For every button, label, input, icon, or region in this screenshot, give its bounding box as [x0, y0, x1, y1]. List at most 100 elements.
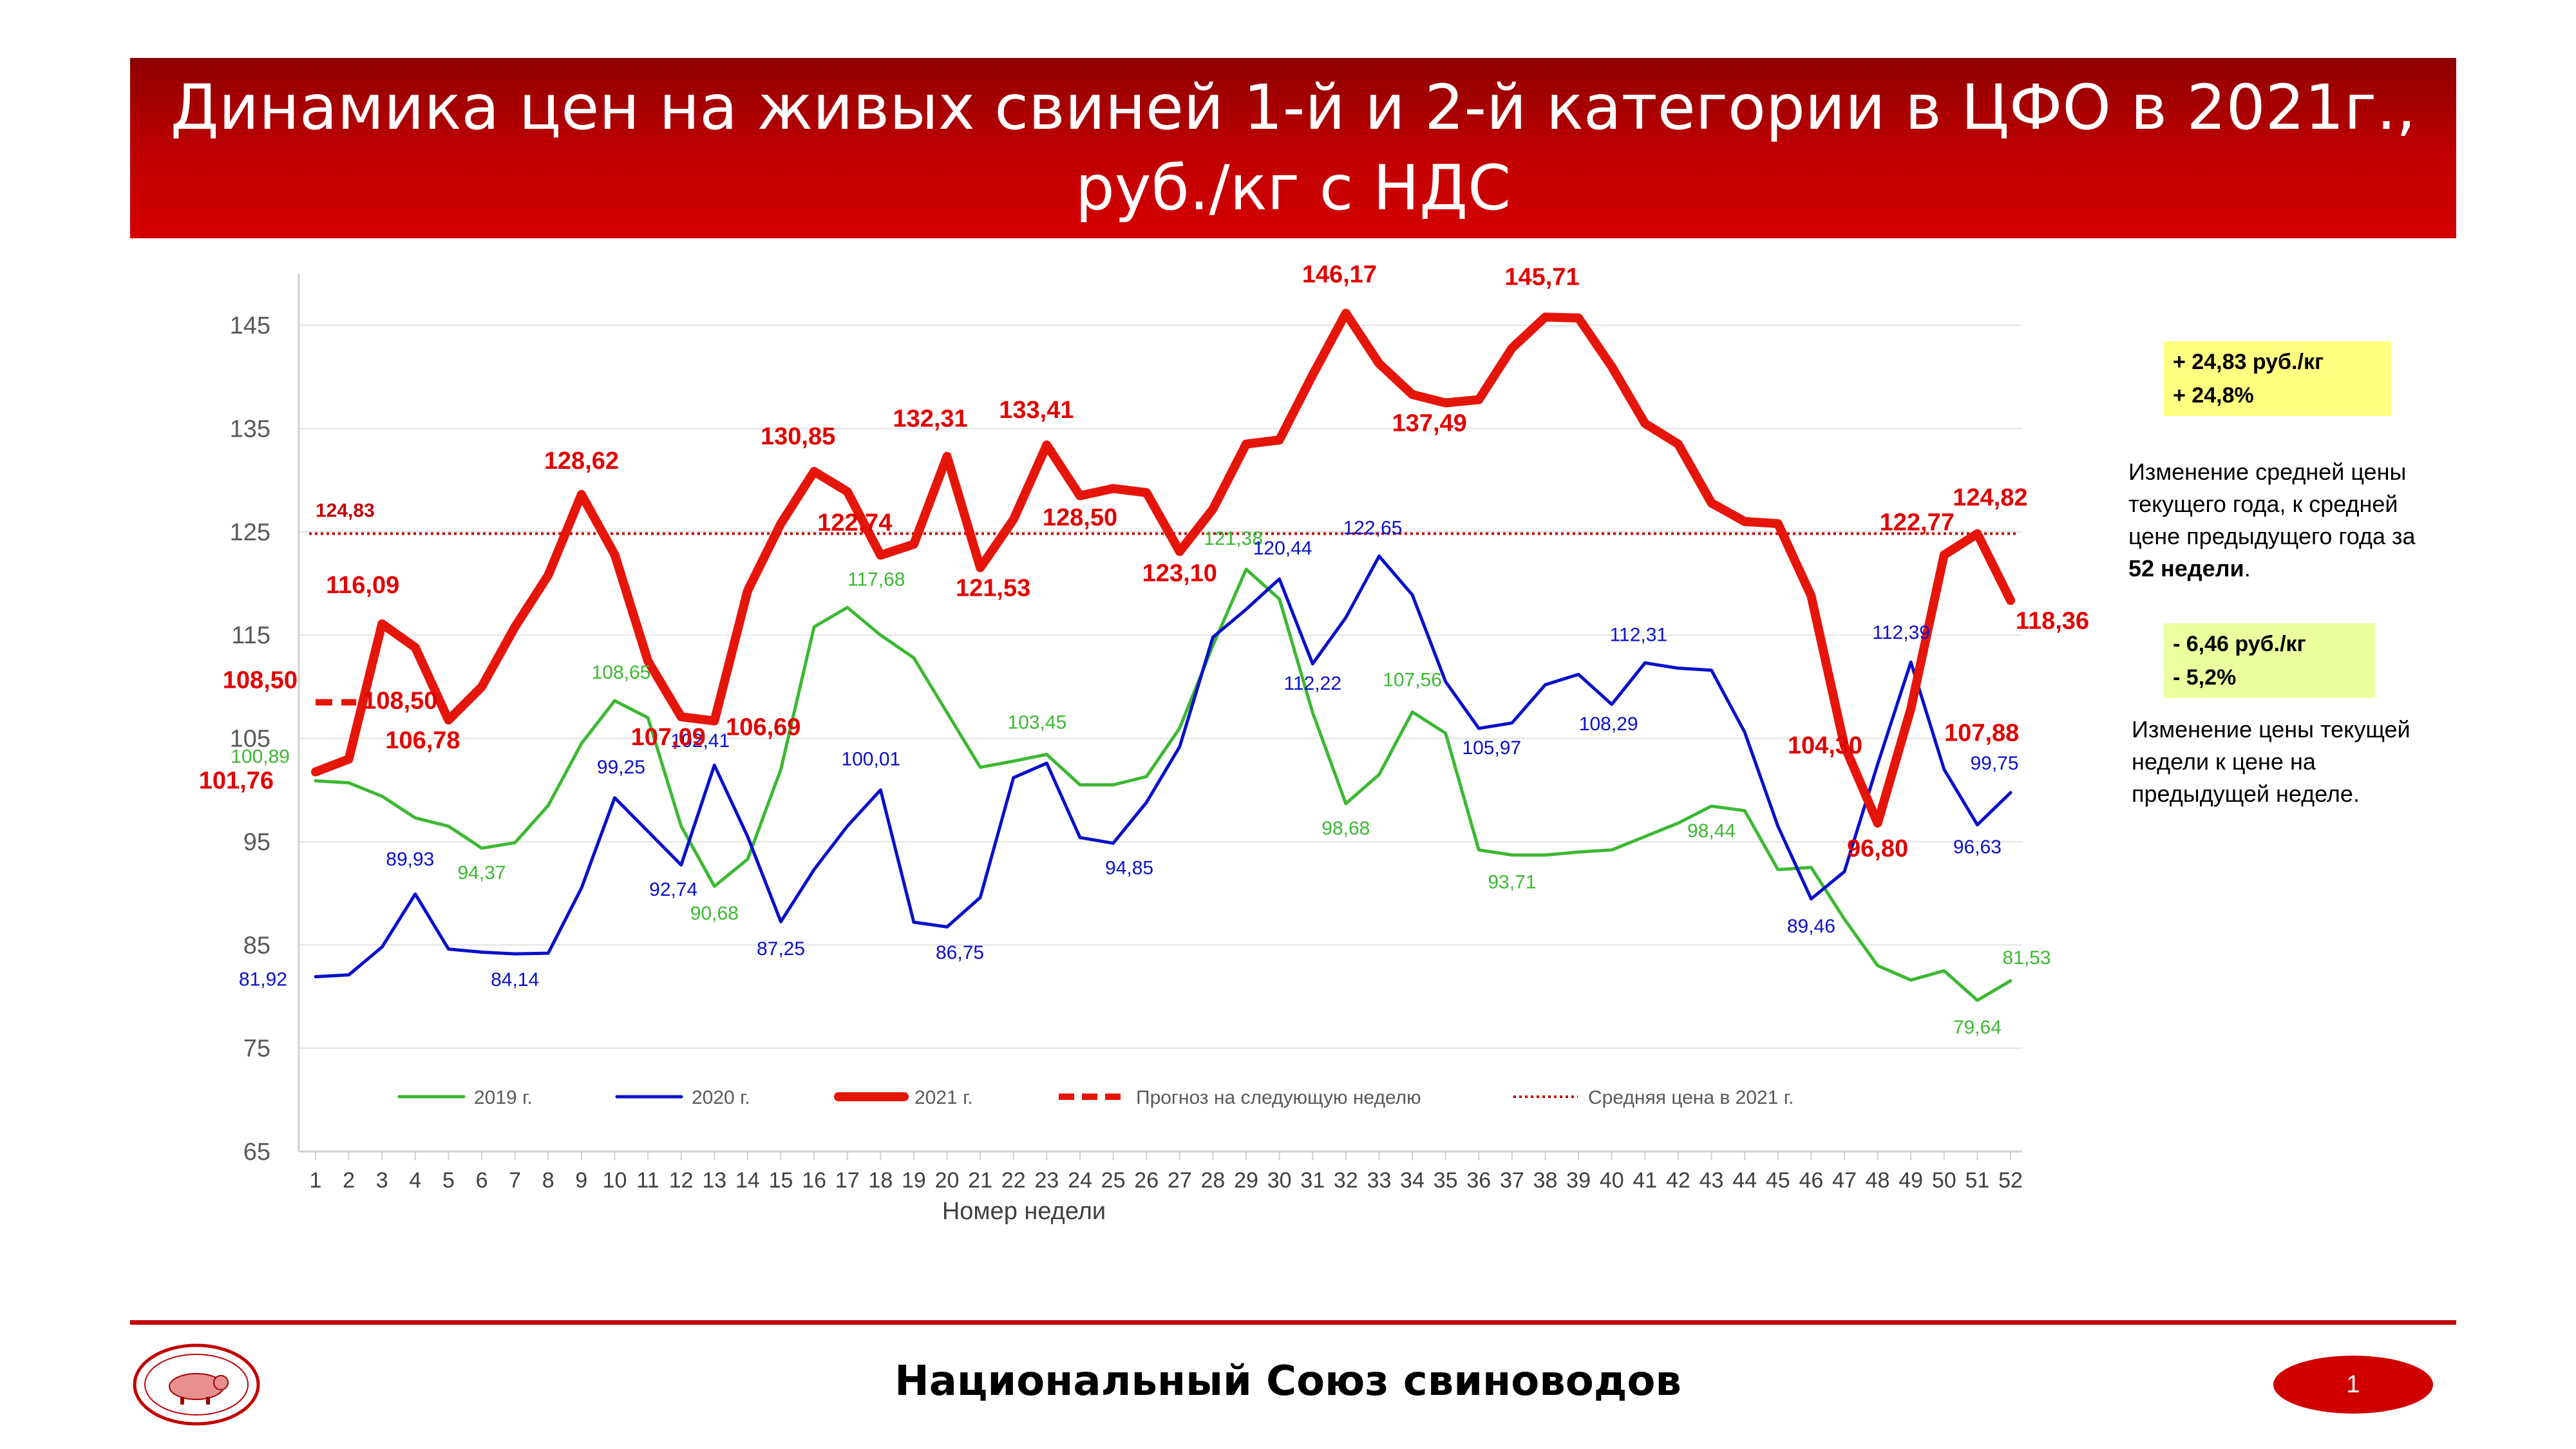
data-label-s2020: 87,25	[757, 938, 805, 960]
x-tick-label: 30	[1267, 1168, 1292, 1193]
data-label-s2021: 130,85	[761, 423, 835, 450]
x-tick-label: 47	[1832, 1168, 1857, 1193]
legend-label-s2020: 2020 г.	[692, 1087, 750, 1108]
y-tick-label: 115	[231, 622, 270, 649]
x-tick-label: 19	[902, 1168, 926, 1193]
x-tick-label: 50	[1932, 1168, 1956, 1193]
x-tick-label: 37	[1500, 1168, 1524, 1193]
x-tick-label: 2	[343, 1168, 355, 1193]
data-label-s2020: 100,01	[841, 749, 900, 770]
average-change-box: + 24,83 руб./кг + 24,8%	[2164, 341, 2391, 416]
data-label-s2019: 100,89	[231, 746, 290, 767]
data-label-s2020: 86,75	[936, 942, 984, 963]
x-tick-label: 31	[1300, 1168, 1325, 1193]
x-tick-label: 20	[935, 1168, 960, 1193]
x-tick-label: 36	[1466, 1168, 1491, 1193]
x-tick-label: 28	[1200, 1168, 1225, 1193]
x-tick-label: 23	[1034, 1168, 1059, 1193]
x-tick-label: 29	[1234, 1168, 1258, 1193]
x-tick-label: 51	[1965, 1168, 1989, 1193]
x-axis-title: Номер недели	[942, 1198, 1106, 1225]
average-change-percent: + 24,8%	[2173, 383, 2254, 408]
x-tick-label: 40	[1600, 1168, 1624, 1193]
y-tick-label: 135	[230, 416, 270, 443]
data-label-s2020: 112,39	[1872, 622, 1930, 643]
x-tick-label: 43	[1700, 1168, 1724, 1193]
x-tick-label: 35	[1434, 1168, 1458, 1193]
x-tick-label: 39	[1566, 1168, 1591, 1193]
note-line: предыдущей неделе.	[2132, 781, 2360, 807]
data-label-s2021: 118,36	[2016, 607, 2089, 634]
data-label-s2021: 132,31	[893, 406, 967, 433]
x-tick-label: 11	[636, 1168, 659, 1193]
x-tick-label: 4	[409, 1168, 421, 1193]
legend-label-s2019: 2019 г.	[474, 1087, 533, 1108]
note-line: Изменение цены текущей	[2132, 716, 2410, 743]
x-tick-label: 15	[769, 1168, 793, 1193]
data-label-s2021: 107,09	[631, 724, 706, 751]
series-line-s2019	[314, 567, 2012, 1002]
average-change-description: Изменение средней цены текущего года, к …	[2128, 456, 2463, 585]
data-label-s2021: 128,50	[1043, 504, 1117, 531]
data-label-s2020: 96,63	[1953, 837, 2002, 858]
x-tick-label: 18	[868, 1168, 893, 1193]
data-label-s2021: 124,82	[1953, 484, 2027, 511]
data-label-s2020: 99,75	[1970, 753, 2018, 774]
data-label-s2019: 98,44	[1687, 820, 1736, 842]
data-label-forecast: 108,50	[363, 687, 437, 714]
data-label-s2020: 84,14	[491, 969, 539, 990]
x-tick-label: 44	[1732, 1168, 1757, 1193]
weekly-change-box: - 6,46 руб./кг - 5,2%	[2164, 623, 2375, 698]
x-tick-label: 5	[442, 1168, 455, 1193]
organization-name: Национальный Союз свиноводов	[895, 1358, 1681, 1405]
data-label-s2020: 112,31	[1610, 624, 1668, 645]
data-label-s2020: 108,29	[1579, 714, 1638, 735]
x-tick-label: 17	[835, 1168, 860, 1193]
chart-legend: 2019 г. 2020 г. 2021 г. Прогноз на следующу…	[397, 1087, 1794, 1108]
note-line: Изменение средней цены	[2128, 459, 2407, 485]
x-tick-label: 27	[1168, 1168, 1192, 1193]
data-label-s2019: 108,65	[592, 662, 651, 683]
legend-label-forecast: Прогноз на следующую неделю	[1136, 1087, 1421, 1108]
x-tick-label: 42	[1666, 1168, 1690, 1193]
x-tick-label: 8	[542, 1168, 554, 1193]
data-label-s2021: 116,09	[326, 572, 399, 599]
note-line: 52 недели.	[2128, 553, 2463, 585]
page-number-badge: 1	[2273, 1356, 2433, 1414]
x-tick-label: 21	[968, 1168, 992, 1193]
legend-label-avg: Средняя цена в 2021 г.	[1588, 1087, 1794, 1108]
note-bold: 52 недели	[2128, 555, 2244, 582]
data-label-s2021: 133,41	[999, 397, 1074, 424]
title-banner: Динамика цен на живых свиней 1-й и 2-й к…	[130, 58, 2456, 238]
data-label-s2021: 96,80	[1847, 835, 1908, 862]
x-tick-label: 24	[1068, 1168, 1092, 1193]
x-tick-label: 25	[1101, 1168, 1126, 1193]
data-label-s2021: 145,71	[1504, 263, 1579, 290]
plot-frame	[298, 274, 2022, 1153]
data-label-s2020: 92,74	[649, 879, 697, 900]
average-line-label: 124,83	[316, 500, 375, 522]
data-label-s2021: 121,53	[956, 575, 1030, 602]
x-tick-label: 12	[669, 1168, 694, 1193]
x-tick-label: 34	[1400, 1168, 1425, 1193]
note-line: цене предыдущего года за	[2128, 523, 2416, 549]
legend-label-s2021: 2021 г.	[914, 1087, 973, 1108]
data-label-s2021: 128,62	[544, 448, 619, 475]
chart-title-line2: руб./кг с НДС	[1075, 152, 1511, 224]
note-line: текущего года, к средней	[2128, 491, 2398, 517]
x-tick-label: 7	[509, 1168, 521, 1193]
data-label-s2019: 103,45	[1007, 712, 1066, 733]
union-logo-icon	[133, 1343, 260, 1426]
data-label-s2021: 146,17	[1302, 261, 1377, 288]
weekly-change-percent: - 5,2%	[2173, 665, 2237, 690]
data-label-s2020: 89,93	[386, 849, 434, 870]
data-label-s2019: 121,38	[1204, 528, 1263, 549]
x-tick-label: 38	[1533, 1168, 1558, 1193]
y-tick-label: 125	[230, 519, 270, 546]
data-label-s2019: 98,68	[1321, 818, 1370, 839]
data-label-s2019: 81,53	[2002, 947, 2050, 969]
x-tick-label: 13	[702, 1168, 726, 1193]
x-tick-label: 45	[1766, 1168, 1790, 1193]
data-label-forecast: 108,50	[223, 667, 298, 694]
